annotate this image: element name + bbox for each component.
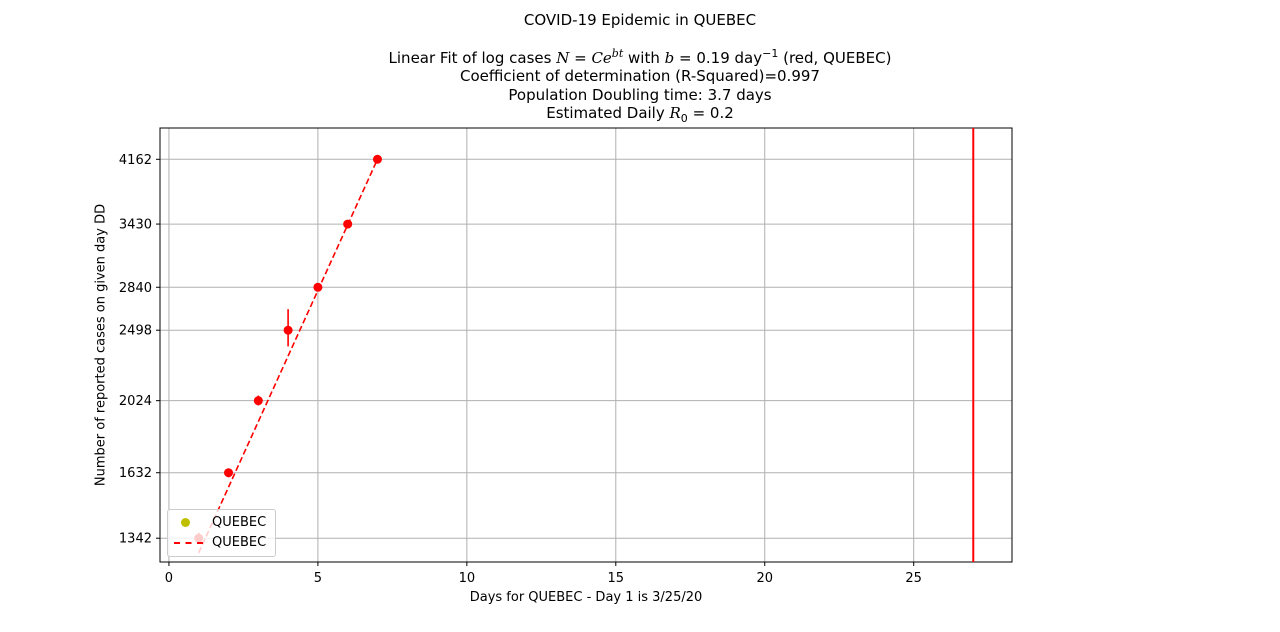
formula-b: b [664, 49, 675, 67]
y-tick-label: 1632 [119, 466, 152, 481]
r0-value: = 0.2 [687, 104, 734, 122]
legend-line-swatch [174, 542, 203, 544]
legend-marker-swatch [181, 518, 190, 527]
doubling-time-text: Population Doubling time: 3.7 days [508, 86, 772, 104]
fit-prefix: Linear Fit of log cases [388, 49, 557, 67]
legend-item-line: QUEBEC [168, 534, 275, 552]
axes: 0 5 10 15 20 25 1342 1632 2024 2498 2840 3430 4162 [119, 127, 1013, 586]
plot-frame [159, 127, 1013, 563]
y-tick-label: 3430 [119, 218, 152, 233]
fit-line [197, 158, 379, 554]
legend: QUEBEC QUEBEC [167, 509, 276, 557]
data-point [343, 219, 353, 229]
y-tick-label: 1342 [119, 532, 152, 547]
chart-title: COVID-19 Epidemic in QUEBEC [523, 11, 757, 29]
fit-mid: with [623, 49, 665, 67]
x-tick-label: 20 [756, 571, 773, 586]
fit-description: Linear Fit of log cases N = Cebt with b … [0, 45, 1280, 67]
r0-prefix: Estimated Daily [546, 104, 670, 122]
legend-item-marker: QUEBEC [168, 514, 275, 532]
y-axis-label: Number of reported cases on given day DD [93, 203, 109, 487]
fit-b-value: = 0.19 day [674, 49, 763, 67]
y-tick-label: 2840 [119, 281, 152, 296]
legend-label: QUEBEC [212, 535, 267, 550]
data-point [313, 282, 323, 292]
grid-lines [160, 128, 1012, 562]
formula-exp: bt [611, 47, 624, 60]
data-point [253, 396, 263, 406]
y-tick-label: 4162 [119, 153, 152, 168]
r0-text: Estimated Daily R0 = 0.2 [0, 104, 1280, 125]
formula-eq: = [569, 49, 592, 67]
data-point [283, 325, 293, 335]
formula-n: N [556, 49, 570, 67]
fit-suffix: (red, QUEBEC) [778, 49, 892, 67]
legend-label: QUEBEC [212, 515, 267, 530]
r-squared-text: Coefficient of determination (R-Squared)… [460, 67, 820, 85]
x-tick-label: 5 [314, 571, 322, 586]
x-tick-label: 10 [459, 571, 476, 586]
y-tick-label: 2498 [119, 324, 152, 339]
data-point [224, 468, 234, 478]
y-tick-label: 2024 [119, 394, 152, 409]
x-tick-label: 0 [165, 571, 173, 586]
r0-subscript: 0 [680, 112, 688, 125]
r0-symbol: R [669, 104, 681, 122]
x-tick-label: 15 [608, 571, 625, 586]
x-axis-label: Days for QUEBEC - Day 1 is 3/25/20 [469, 590, 703, 605]
data-point [372, 154, 382, 164]
data-marks [194, 128, 975, 562]
x-tick-label: 25 [905, 571, 922, 586]
fit-b-exp: −1 [762, 47, 779, 60]
formula-ce: Ce [591, 49, 612, 67]
